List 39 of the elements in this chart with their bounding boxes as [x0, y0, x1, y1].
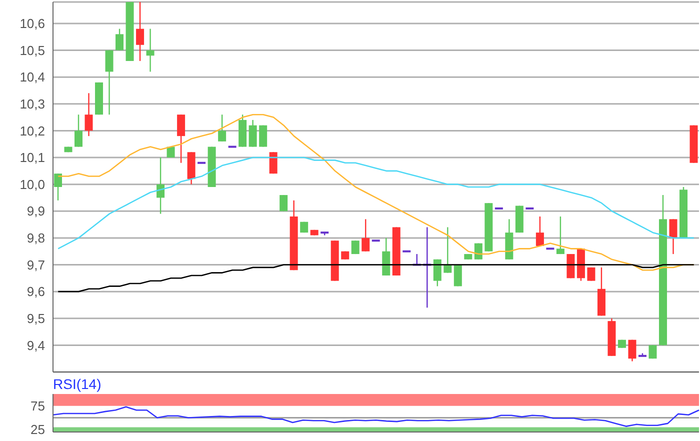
y-tick-label: 9,6	[26, 284, 45, 300]
y-tick-label: 10,4	[20, 70, 45, 85]
candlestick	[556, 216, 564, 255]
candlestick	[218, 114, 226, 142]
y-tick-label: 10,5	[20, 42, 45, 58]
y-tick-label: 10,3	[20, 96, 45, 112]
y-tick-label: 9,7	[26, 257, 45, 272]
y-tick-label: 9,8	[26, 230, 45, 246]
candlestick	[248, 119, 257, 148]
y-tick-label: 10,6	[20, 16, 45, 32]
y-tick-label: 10,1	[20, 150, 45, 166]
candlestick	[669, 218, 678, 255]
y-tick-label: 9,5	[26, 310, 45, 326]
candlestick	[536, 216, 544, 247]
candlestick	[177, 114, 186, 164]
candlestick	[136, 2, 144, 62]
candlestick	[351, 240, 360, 255]
candlestick	[105, 50, 114, 116]
y-tick-label: 9,9	[26, 204, 45, 219]
candlestick	[74, 114, 83, 148]
y-tick-label: 9,4	[26, 338, 45, 353]
candlestick	[362, 218, 370, 252]
candlestick	[628, 339, 636, 362]
line-series	[57, 156, 695, 250]
candlestick	[280, 194, 288, 212]
candlestick	[587, 266, 596, 282]
y-tick-label: 75	[30, 398, 45, 414]
candlestick	[84, 92, 93, 137]
candlestick	[259, 124, 268, 148]
line-series	[52, 406, 700, 427]
candlestick	[444, 226, 452, 274]
y-tick-label: 10,0	[20, 176, 45, 192]
chart-title: RSI(14)	[53, 376, 102, 392]
candlestick	[146, 28, 154, 72]
y-tick-label: 25	[30, 422, 45, 438]
candlestick	[648, 344, 657, 360]
candlestick	[54, 172, 62, 202]
candlestick	[116, 28, 124, 51]
y-tick-label: 10,2	[20, 123, 45, 138]
